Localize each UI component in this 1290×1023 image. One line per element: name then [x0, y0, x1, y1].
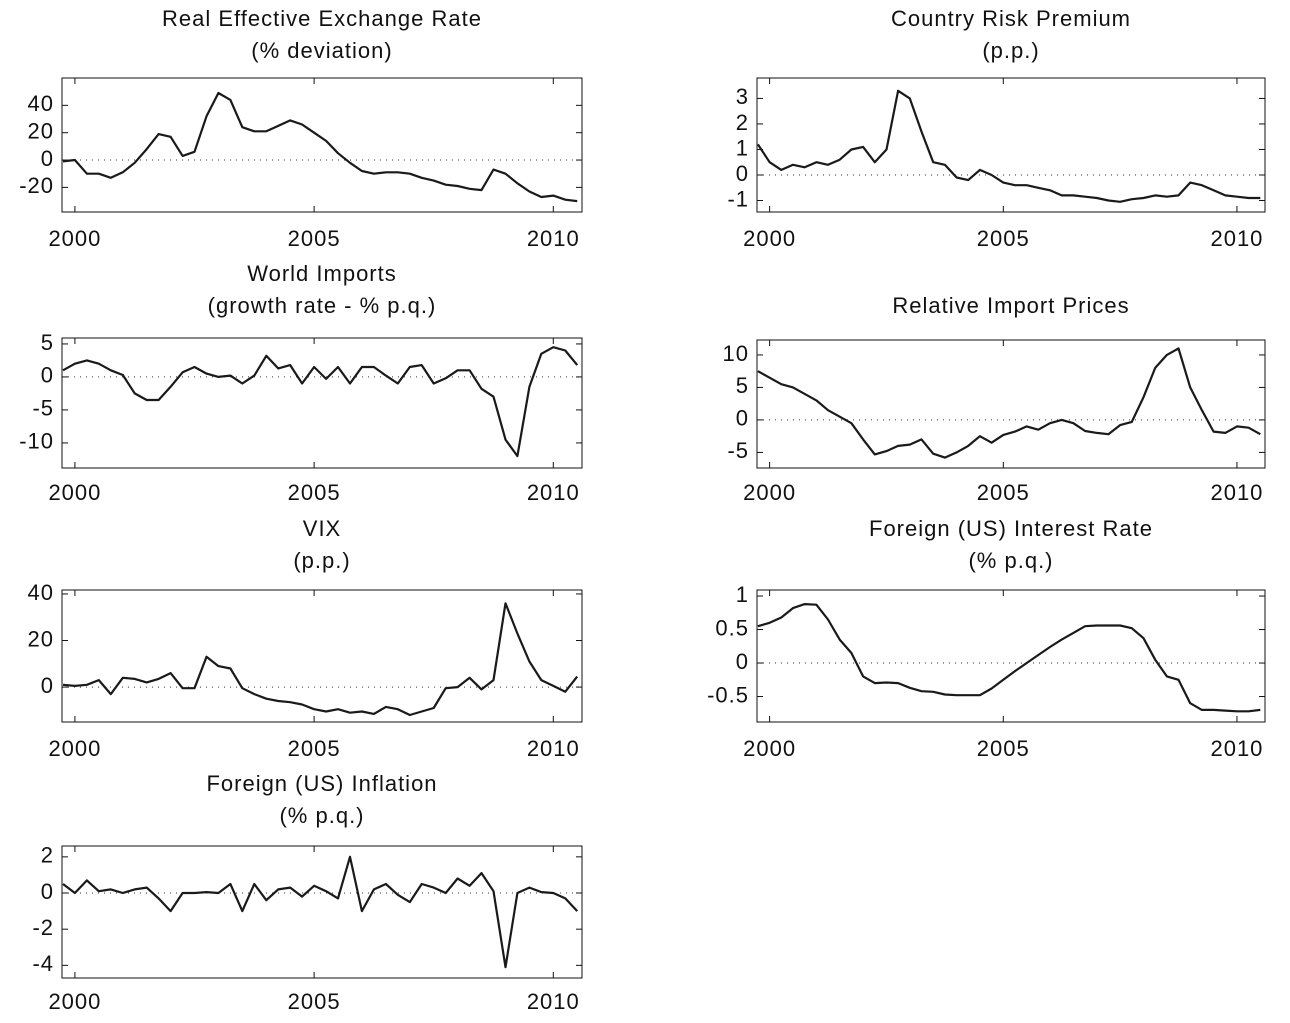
- y-tick-label: -10: [19, 429, 54, 454]
- y-tick-label: 0: [736, 161, 749, 186]
- y-tick-label: 20: [28, 119, 54, 144]
- x-tick-label: 2005: [288, 480, 341, 505]
- chart-subtitle: (% deviation): [251, 38, 392, 63]
- x-tick-label: 2000: [48, 989, 101, 1014]
- y-tick-label: 40: [28, 91, 54, 116]
- chart-subtitle: (% p.q.): [968, 548, 1053, 573]
- x-tick-label: 2000: [743, 226, 796, 251]
- x-tick-label: 2010: [527, 480, 580, 505]
- y-tick-label: 20: [28, 626, 54, 651]
- y-tick-label: -4: [32, 951, 54, 976]
- series-line: [757, 347, 1261, 459]
- x-tick-label: 2000: [743, 736, 796, 761]
- chart-subtitle: (% p.q.): [279, 803, 364, 828]
- x-tick-label: 2010: [527, 989, 580, 1014]
- x-tick-label: 2000: [743, 480, 796, 505]
- series-line: [757, 89, 1261, 203]
- y-tick-label: -0.5: [707, 682, 749, 707]
- x-tick-label: 2005: [288, 226, 341, 251]
- chart-subtitle: (p.p.): [293, 548, 350, 573]
- y-tick-label: -2: [32, 915, 54, 940]
- x-tick-label: 2005: [977, 480, 1030, 505]
- y-tick-label: 10: [723, 341, 749, 366]
- x-tick-label: 2005: [977, 736, 1030, 761]
- x-tick-label: 2010: [527, 736, 580, 761]
- series-line: [62, 602, 579, 717]
- y-tick-label: 5: [41, 330, 54, 355]
- x-tick-label: 2010: [1210, 226, 1263, 251]
- x-tick-label: 2010: [1210, 480, 1263, 505]
- y-tick-label: 2: [736, 110, 749, 135]
- x-tick-label: 2010: [1210, 736, 1263, 761]
- plot-frame: [756, 339, 1266, 469]
- x-tick-label: 2005: [288, 736, 341, 761]
- x-tick-label: 2005: [977, 226, 1030, 251]
- chart-title: Real Effective Exchange Rate: [162, 6, 482, 31]
- plot-frame: [61, 337, 583, 469]
- x-tick-label: 2000: [48, 226, 101, 251]
- x-tick-label: 2000: [48, 736, 101, 761]
- y-tick-label: -5: [727, 438, 749, 463]
- series-line: [62, 91, 578, 203]
- y-tick-label: 1: [736, 135, 749, 160]
- plot-frame: [61, 77, 583, 213]
- y-tick-label: 1: [736, 582, 749, 607]
- y-tick-label: 0: [41, 363, 54, 388]
- plot-frame: [61, 845, 583, 979]
- y-tick-label: 2: [41, 843, 54, 868]
- y-tick-label: 0: [41, 879, 54, 904]
- plot-frame: [61, 589, 583, 723]
- y-tick-label: 5: [736, 373, 749, 398]
- y-tick-label: -5: [32, 396, 54, 421]
- x-tick-label: 2005: [288, 989, 341, 1014]
- y-tick-label: 0.5: [715, 615, 749, 640]
- chart-subtitle: (growth rate - % p.q.): [208, 293, 437, 318]
- y-tick-label: 0: [41, 146, 54, 171]
- x-tick-label: 2000: [48, 480, 101, 505]
- chart-subtitle: (p.p.): [982, 38, 1039, 63]
- series-line: [757, 603, 1261, 713]
- chart-title: World Imports: [247, 261, 397, 286]
- series-line: [62, 855, 579, 969]
- chart-title: Country Risk Premium: [891, 6, 1131, 31]
- y-tick-label: -20: [19, 173, 54, 198]
- plot-frame: [756, 77, 1266, 213]
- series-line: [62, 346, 579, 458]
- chart-title: Relative Import Prices: [892, 293, 1129, 318]
- chart-title: VIX: [303, 516, 341, 541]
- y-tick-label: 0: [736, 649, 749, 674]
- chart-title: Foreign (US) Interest Rate: [869, 516, 1153, 541]
- y-tick-label: 0: [41, 673, 54, 698]
- plot-frame: [756, 589, 1266, 723]
- y-tick-label: 3: [736, 84, 749, 109]
- y-tick-label: 0: [736, 406, 749, 431]
- x-tick-label: 2010: [527, 226, 580, 251]
- chart-title: Foreign (US) Inflation: [206, 771, 437, 796]
- y-tick-label: 40: [28, 580, 54, 605]
- y-tick-label: -1: [727, 186, 749, 211]
